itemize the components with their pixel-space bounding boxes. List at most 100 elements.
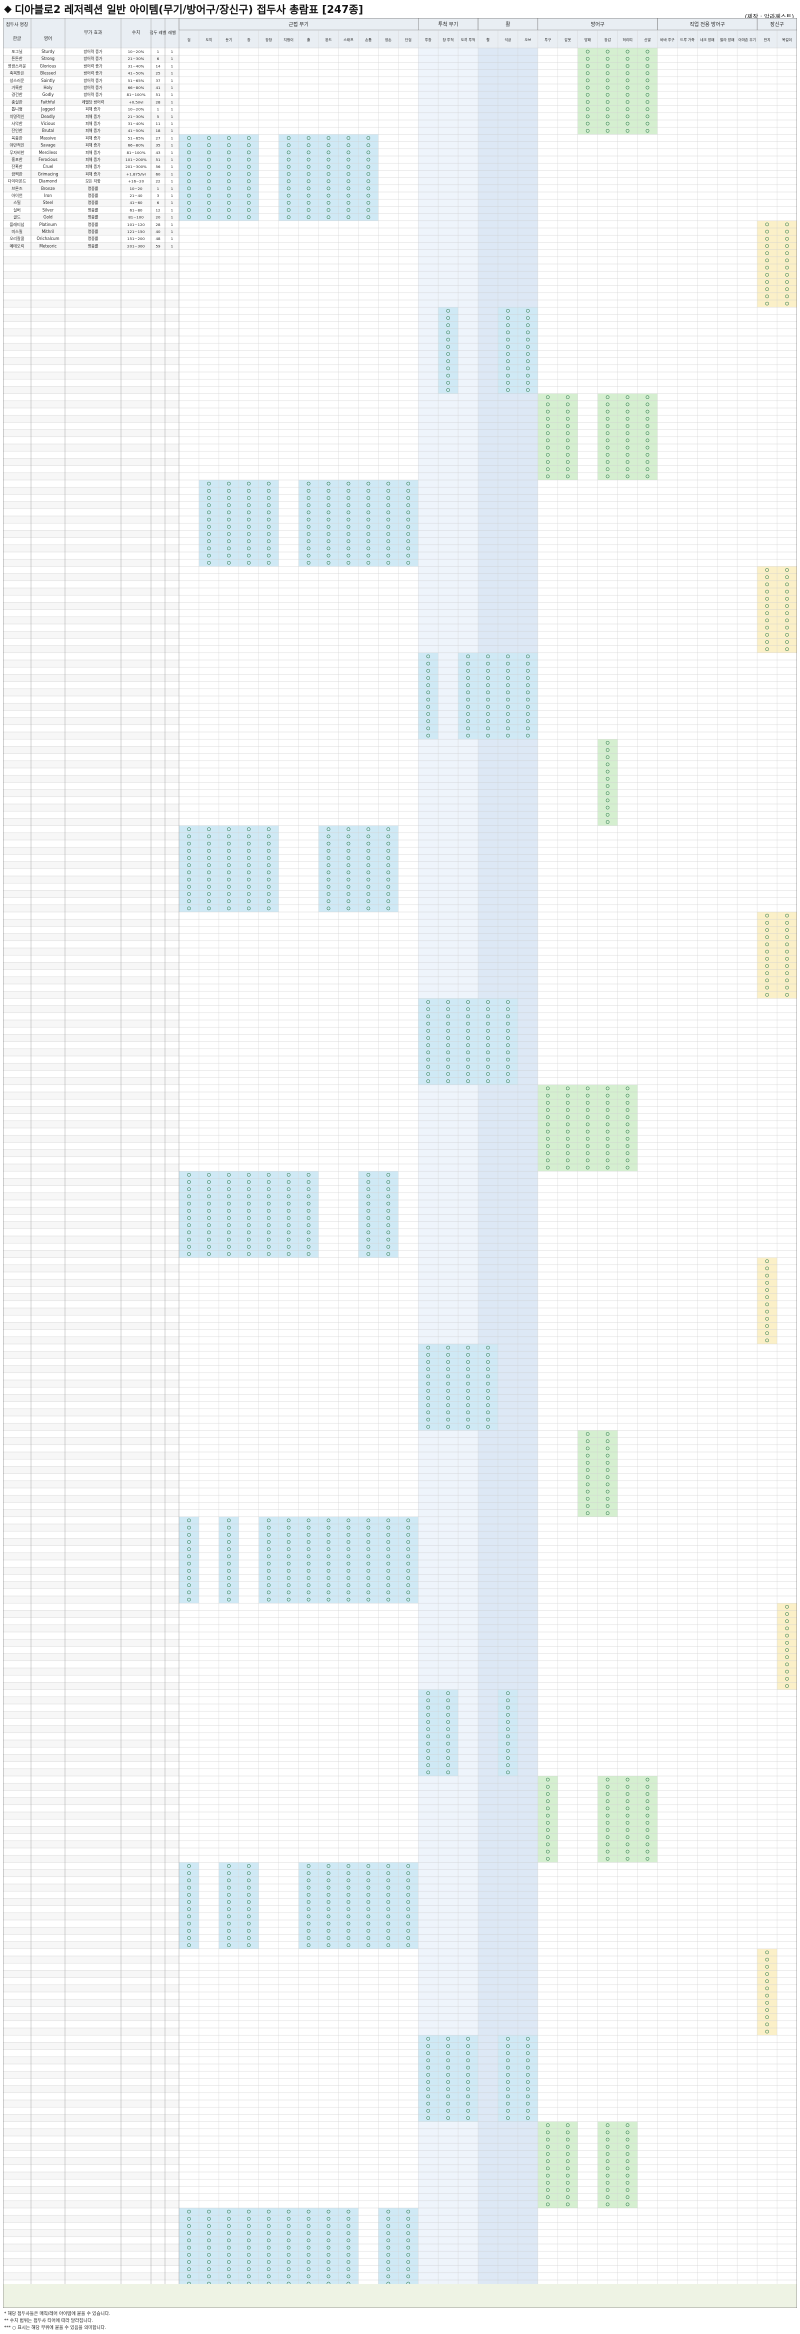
mark-cell [517,674,538,682]
mark-cell [497,667,518,675]
availability-mark [386,2238,391,2243]
mark-cell [278,2236,299,2244]
mark-cell [238,1891,259,1899]
row-stripe [3,1279,179,1287]
mark-cell [218,1912,239,1920]
mark-cell [478,681,498,689]
availability-mark [246,892,251,896]
mark-cell [497,314,518,322]
mark-cell [757,256,778,264]
availability-mark [625,85,630,90]
availability-mark [446,337,450,342]
mark-cell [777,1660,797,1668]
availability-mark [466,1036,470,1040]
mark-cell [557,1092,578,1100]
mark-cell [278,134,299,142]
availability-mark [605,1820,610,1825]
availability-mark [506,1050,510,1055]
mark-cell [478,688,498,696]
availability-mark [446,352,450,356]
availability-mark [246,1864,251,1868]
availability-mark [605,1849,610,1854]
mark-cell [179,1581,199,1589]
mark-cell [497,1725,518,1733]
mark-cell [358,1185,379,1193]
mark-cell [617,84,638,92]
mark-cell [537,1833,558,1841]
availability-mark [187,1252,191,1256]
availability-mark [605,1828,610,1832]
availability-mark [605,49,610,54]
mark-cell [617,429,638,437]
affix-korean-name: 다이아몬드 [8,178,27,184]
mark-cell [298,2280,319,2288]
mark-cell [179,1171,199,1179]
mark-cell [358,1912,379,1920]
availability-mark [526,2087,530,2092]
affix-rarity: 1 [171,114,174,119]
availability-mark [246,2260,251,2264]
mark-cell [497,2078,518,2086]
availability-mark [366,510,371,515]
availability-mark [187,1900,191,1904]
availability-mark [366,150,371,155]
mark-cell [478,674,498,682]
mark-cell [179,2272,199,2280]
availability-mark [226,200,231,205]
availability-mark [486,668,490,673]
availability-mark [486,1424,490,1429]
availability-mark [286,1180,291,1184]
mark-cell [597,811,618,819]
mark-cell [318,1912,339,1920]
mark-cell [517,2035,538,2043]
availability-mark [306,1187,311,1192]
affix-level: 3 [157,193,160,198]
availability-mark [466,1367,470,1372]
availability-mark [605,1511,610,1516]
availability-mark [605,1806,610,1811]
mark-cell [378,559,399,567]
affix-korean-name: 성스러운 [10,77,25,83]
availability-mark [346,2267,351,2272]
row-stripe [3,2128,179,2136]
mark-cell [179,1228,199,1236]
availability-mark [207,172,211,176]
mark-cell [318,177,339,185]
availability-mark [246,1900,251,1904]
row-stripe [3,1380,179,1388]
mark-cell [517,724,538,732]
availability-mark [406,481,411,486]
mark-cell [777,1617,797,1625]
mark-cell [298,523,319,531]
availability-mark [366,546,371,551]
mark-cell [238,2222,259,2230]
mark-cell [478,1027,498,1035]
availability-mark [605,431,610,436]
availability-mark [306,1201,311,1206]
mark-cell [458,717,479,725]
mark-cell [777,602,797,610]
availability-mark [346,1885,351,1890]
availability-mark [625,1108,630,1112]
availability-mark [226,1907,231,1912]
affix-value: 31~40% [128,121,145,126]
availability-mark [506,1021,510,1026]
availability-mark [466,2072,470,2077]
availability-mark [366,164,371,169]
mark-cell [458,1358,479,1366]
mark-cell [198,1221,219,1229]
availability-mark [765,604,769,608]
mark-cell [238,1920,259,1928]
availability-mark [605,438,610,443]
availability-mark [246,1172,251,1177]
availability-mark [346,863,351,868]
row-stripe [3,2056,179,2064]
availability-mark [426,1424,431,1429]
row-stripe [3,876,179,884]
mark-cell [358,1531,379,1539]
availability-mark [326,193,331,198]
availability-mark [366,1590,371,1595]
availability-mark [526,668,530,673]
mark-cell [198,177,219,185]
affix-value: 21~30% [128,114,145,119]
